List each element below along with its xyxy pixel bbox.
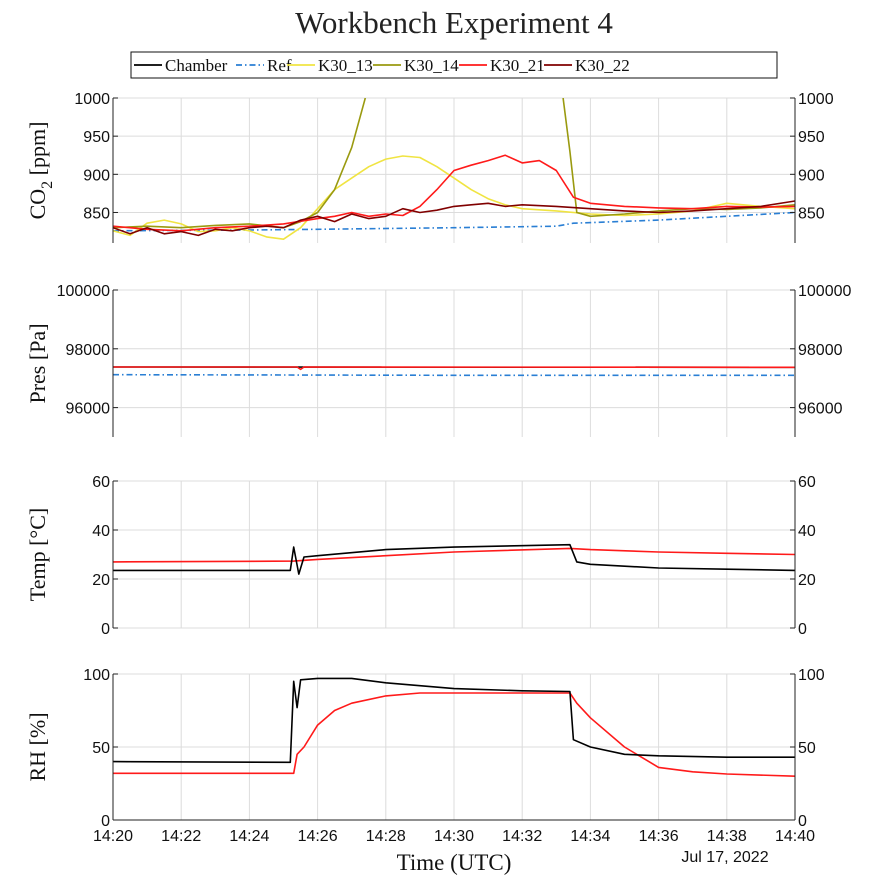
series-line-k30-21 [113,547,795,563]
y-tick-label-left: 900 [83,167,110,184]
y-axis-label: CO2 [ppm] [25,122,56,220]
y-tick-label-right: 60 [798,474,816,491]
y-tick-label-left: 40 [92,523,110,540]
x-tick-label: 14:24 [229,828,269,845]
legend-label: K30_21 [490,56,545,75]
y-tick-label-right: 850 [798,205,825,222]
y-tick-label-right: 950 [798,129,825,146]
y-tick-label-right: 1000 [798,91,834,108]
y-axis-label: RH [%] [25,712,50,781]
y-tick-label-left: 950 [83,129,110,146]
series-line-k30-21 [113,366,795,371]
legend-label: K30_14 [404,56,459,75]
legend-item: K30_22 [544,56,630,75]
y-tick-label-left: 850 [83,205,110,222]
series-line-chamber [113,543,795,575]
panel-pres: 96000 96000 98000 98000 100000 100000 Pres [Pa… [25,283,851,437]
legend-item: K30_13 [287,56,373,75]
y-tick-label-right: 50 [798,740,816,757]
legend-item: Chamber [134,56,228,75]
panel-co2: 850 850 900 900 950 950 1000 1000 CO2 [ppm] [25,91,834,243]
series-group [113,366,795,377]
y-tick-label-right: 40 [798,523,816,540]
x-tick-label: 14:20 [93,828,133,845]
series-line-k30-21 [113,692,795,777]
y-tick-label-left: 100000 [57,283,110,300]
y-tick-label-left: 20 [92,572,110,589]
x-ticks: 14:20 14:22 14:24 14:26 14:28 14:30 14:32 14:34… [93,828,815,845]
y-tick-label-right: 0 [798,813,807,830]
series-line-k30-21 [113,154,795,232]
series-group [113,98,795,240]
x-tick-label: 14:22 [161,828,201,845]
y-tick-label-right: 98000 [798,342,843,359]
legend: Chamber Ref K30_13 K30_14 K30_21 K30_22 [130,51,778,79]
y-tick-label-right: 100 [798,667,825,684]
x-tick-label: 14:40 [775,828,815,845]
y-tick-label-left: 100 [83,667,110,684]
series-line-ref [113,211,795,232]
y-tick-label-right: 0 [798,621,807,638]
y-tick-label-left: 1000 [74,91,110,108]
y-tick-label-left: 0 [101,813,110,830]
legend-label: K30_13 [318,56,373,75]
legend-item: Ref [236,56,292,75]
x-tick-label: 14:38 [707,828,747,845]
legend-item: K30_14 [373,56,459,75]
y-tick-label-left: 96000 [66,401,111,418]
panel-temp: 0 0 20 20 40 40 60 60 Temp [°C] [25,474,816,638]
x-axis-label: Time (UTC) [397,850,512,875]
y-tick-label-right: 20 [798,572,816,589]
legend-label: Chamber [165,56,228,75]
y-tick-label-right: 900 [798,167,825,184]
y-axis-label: Temp [°C] [25,508,50,601]
series-group [113,543,795,575]
date-label: Jul 17, 2022 [681,849,768,866]
series-line-k30-22 [113,200,795,237]
y-tick-label-right: 96000 [798,401,843,418]
y-tick-label-left: 98000 [66,342,111,359]
y-axis-label: Pres [Pa] [25,323,50,403]
x-tick-label: 14:28 [366,828,406,845]
y-tick-label-left: 0 [101,621,110,638]
series-group [113,677,795,777]
series-line-chamber [113,677,795,764]
x-tick-label: 14:32 [502,828,542,845]
y-tick-label-left: 60 [92,474,110,491]
legend-label: Ref [267,56,292,75]
series-line-ref [113,373,795,377]
legend-item: K30_21 [459,56,545,75]
x-tick-label: 14:26 [298,828,338,845]
x-tick-label: 14:30 [434,828,474,845]
x-tick-label: 14:34 [570,828,610,845]
legend-label: K30_22 [575,56,630,75]
y-tick-label-right: 100000 [798,283,851,300]
series-line-k30-14-return- [562,98,795,218]
series-line-k30-14 [113,98,367,229]
chart-title: Workbench Experiment 4 [295,5,613,40]
x-tick-label: 14:36 [639,828,679,845]
panel-rh: 0 0 50 50 100 100 RH [%] [25,667,825,830]
y-tick-label-left: 50 [92,740,110,757]
